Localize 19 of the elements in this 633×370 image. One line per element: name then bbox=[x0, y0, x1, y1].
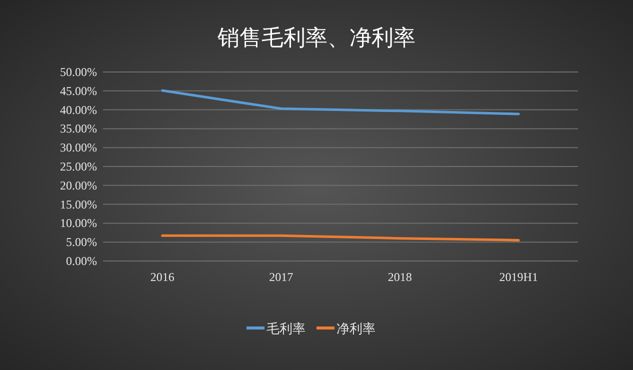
y-tick-label: 45.00% bbox=[60, 84, 97, 98]
y-tick-label: 0.00% bbox=[66, 254, 97, 268]
x-tick-label: 2019H1 bbox=[499, 270, 538, 284]
y-tick-label: 10.00% bbox=[60, 216, 97, 230]
y-tick-label: 40.00% bbox=[60, 102, 97, 117]
x-tick-label: 2018 bbox=[388, 270, 412, 284]
legend-label: 净利率 bbox=[336, 321, 376, 337]
x-tick-label: 2016 bbox=[150, 270, 174, 284]
y-tick-label: 35.00% bbox=[60, 122, 97, 136]
y-tick-label: 25.00% bbox=[60, 160, 97, 174]
chart-title: 销售毛利率、净利率 bbox=[216, 26, 416, 51]
y-tick-label: 30.00% bbox=[60, 140, 97, 155]
y-tick-label: 15.00% bbox=[60, 197, 97, 212]
legend-label: 毛利率 bbox=[266, 321, 306, 337]
y-tick-label: 20.00% bbox=[60, 178, 97, 192]
y-tick-label: 50.00% bbox=[60, 65, 97, 79]
line-series bbox=[161, 89, 520, 116]
y-tick-label: 5.00% bbox=[66, 235, 97, 250]
x-tick-label: 2017 bbox=[269, 270, 294, 284]
